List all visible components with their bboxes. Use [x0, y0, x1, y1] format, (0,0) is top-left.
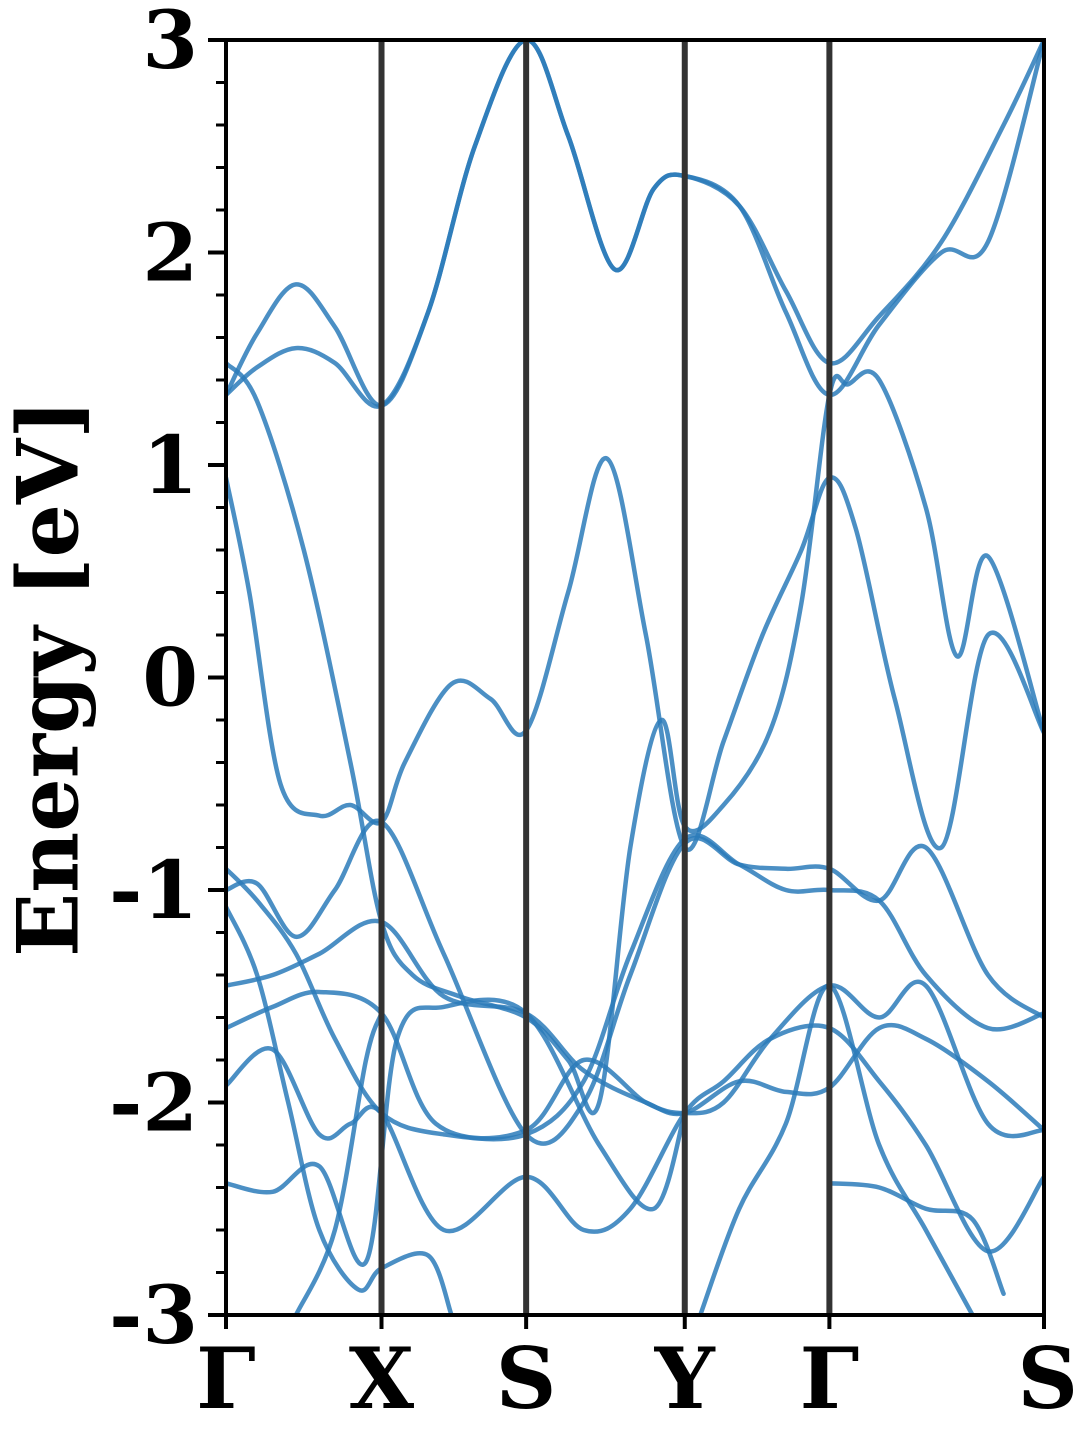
band-4: [226, 456, 1044, 853]
high-symmetry-lines: [378, 40, 833, 1315]
y-axis-ticks: 3 2 1 0 -1 -2 -3: [109, 0, 226, 1362]
band-12: [293, 1011, 384, 1315]
y-tick-label: 0: [142, 631, 198, 725]
y-tick-label: 1: [142, 418, 198, 512]
y-axis-title: Energy [eV]: [0, 399, 98, 957]
y-tick-label: -2: [109, 1056, 198, 1150]
y-tick-label: -3: [109, 1268, 198, 1362]
band-9: [226, 1023, 1044, 1254]
x-tick-label: S: [1017, 1329, 1078, 1428]
band-11: [226, 997, 688, 1267]
y-tick-label: 3: [142, 0, 198, 87]
band-3: [226, 360, 1044, 1116]
band-1: [226, 40, 1044, 408]
x-tick-label: Γ: [196, 1329, 256, 1428]
y-tick-label: 2: [142, 206, 198, 300]
x-tick-label: Y: [654, 1329, 716, 1428]
band-5: [226, 818, 1044, 1146]
bands-layer: [226, 40, 1044, 1315]
band-2: [226, 40, 1044, 409]
band-14: [827, 1181, 1006, 1297]
band-8: [226, 979, 1044, 1141]
band-10: [226, 904, 454, 1315]
x-tick-label: Γ: [800, 1329, 860, 1428]
y-tick-label: -1: [109, 843, 198, 937]
x-tick-label: X: [349, 1329, 415, 1428]
band-6: [226, 832, 1044, 1142]
band-13: [698, 983, 975, 1315]
band-7: [226, 918, 1044, 1133]
x-tick-label: S: [496, 1329, 557, 1428]
